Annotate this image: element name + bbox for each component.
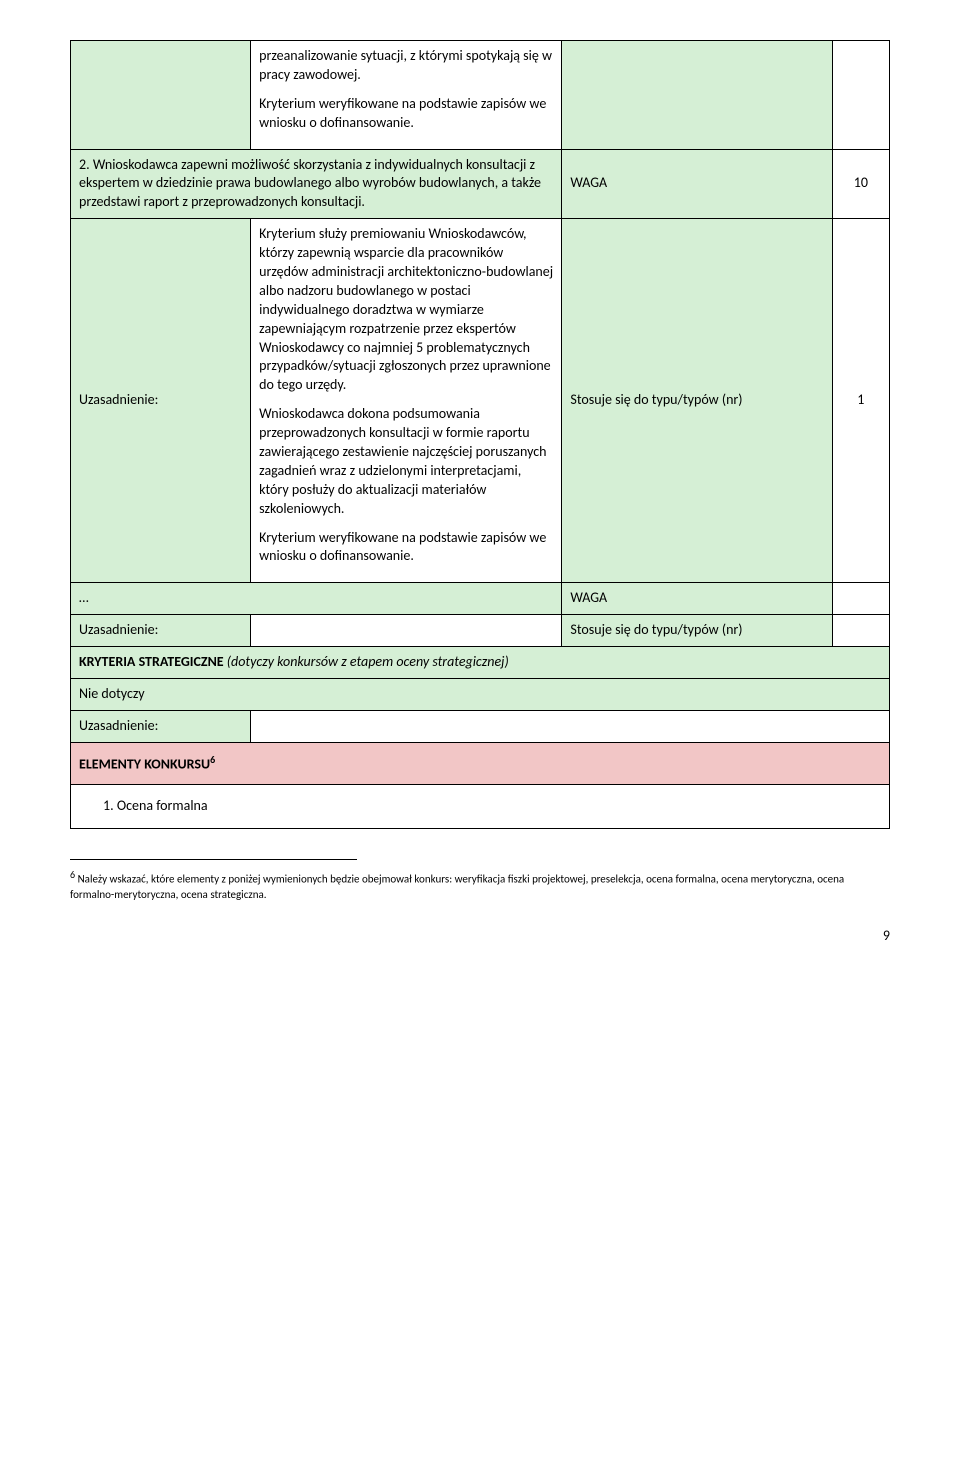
criterion-number: 2. xyxy=(79,156,90,173)
cell-waga-label-2: WAGA xyxy=(562,583,832,615)
cell-not-applicable: Nie dotyczy xyxy=(71,679,890,711)
element-1-text: Ocena formalna xyxy=(117,797,208,814)
row-elements-header: ELEMENTY KONKURSU6 xyxy=(71,742,890,785)
cell-criterion-text: przeanalizowanie sytuacji, z którymi spo… xyxy=(251,41,562,150)
cell-criterion-2-text: 2. Wnioskodawca zapewni możliwość skorzy… xyxy=(71,149,562,219)
cell-justification-label-3: Uzasadnienie: xyxy=(71,710,251,742)
footnote-6: 6 Należy wskazać, które elementy z poniż… xyxy=(70,868,890,902)
row-justification-blank-2: Uzasadnienie: xyxy=(71,710,890,742)
para-verified-2: Kryterium weryfikowane na podstawie zapi… xyxy=(259,529,553,567)
row-justification-2: Uzasadnienie: Kryterium służy premiowani… xyxy=(71,219,890,583)
footnote-number: 6 xyxy=(70,868,75,881)
element-1-num: 1. xyxy=(103,797,114,814)
cell-element-1: 1. Ocena formalna xyxy=(71,785,890,829)
cell-justification-label: Uzasadnienie: xyxy=(71,219,251,583)
cell-applies-label: Stosuje się do typu/typów (nr) xyxy=(562,219,832,583)
strategic-header-bold: KRYTERIA STRATEGICZNE xyxy=(79,653,224,670)
footnote-rule xyxy=(70,859,357,866)
row-prev-continuation: przeanalizowanie sytuacji, z którymi spo… xyxy=(71,41,890,150)
row-strategic-header: KRYTERIA STRATEGICZNE (dotyczy konkursów… xyxy=(71,647,890,679)
criteria-table: przeanalizowanie sytuacji, z którymi spo… xyxy=(70,40,890,829)
cell-justification-label-2: Uzasadnienie: xyxy=(71,615,251,647)
cell-justification-text: Kryterium służy premiowaniu Wnioskodawcó… xyxy=(251,219,562,583)
row-not-applicable: Nie dotyczy xyxy=(71,679,890,711)
cell-empty xyxy=(832,615,889,647)
elements-header-sup: 6 xyxy=(210,753,215,766)
cell-empty xyxy=(562,41,832,150)
elements-header-text: ELEMENTY KONKURSU xyxy=(79,755,210,772)
cell-applies-value: 1 xyxy=(832,219,889,583)
strategic-header-italic: (dotyczy konkursów z etapem oceny strate… xyxy=(224,653,509,670)
cell-empty xyxy=(832,583,889,615)
row-criterion-2: 2. Wnioskodawca zapewni możliwość skorzy… xyxy=(71,149,890,219)
cell-ellipsis: … xyxy=(71,583,562,615)
para-summary: Wnioskodawca dokona podsumowania przepro… xyxy=(259,405,553,518)
para-premium: Kryterium służy premiowaniu Wnioskodawcó… xyxy=(259,225,553,395)
cell-empty xyxy=(251,615,562,647)
page-number: 9 xyxy=(70,927,890,944)
cell-empty xyxy=(71,41,251,150)
criterion-text: Wnioskodawca zapewni możliwość skorzysta… xyxy=(79,156,541,211)
cell-waga-value: 10 xyxy=(832,149,889,219)
cell-empty xyxy=(832,41,889,150)
cell-strategic-header: KRYTERIA STRATEGICZNE (dotyczy konkursów… xyxy=(71,647,890,679)
row-ellipsis: … WAGA xyxy=(71,583,890,615)
row-element-1: 1. Ocena formalna xyxy=(71,785,890,829)
cell-waga-label: WAGA xyxy=(562,149,832,219)
cell-applies-label-2: Stosuje się do typu/typów (nr) xyxy=(562,615,832,647)
footnote-text: Należy wskazać, które elementy z poniżej… xyxy=(70,873,844,901)
para-situation: przeanalizowanie sytuacji, z którymi spo… xyxy=(259,47,553,85)
para-verified: Kryterium weryfikowane na podstawie zapi… xyxy=(259,95,553,133)
row-justification-blank: Uzasadnienie: Stosuje się do typu/typów … xyxy=(71,615,890,647)
cell-empty xyxy=(251,710,890,742)
cell-elements-header: ELEMENTY KONKURSU6 xyxy=(71,742,890,785)
